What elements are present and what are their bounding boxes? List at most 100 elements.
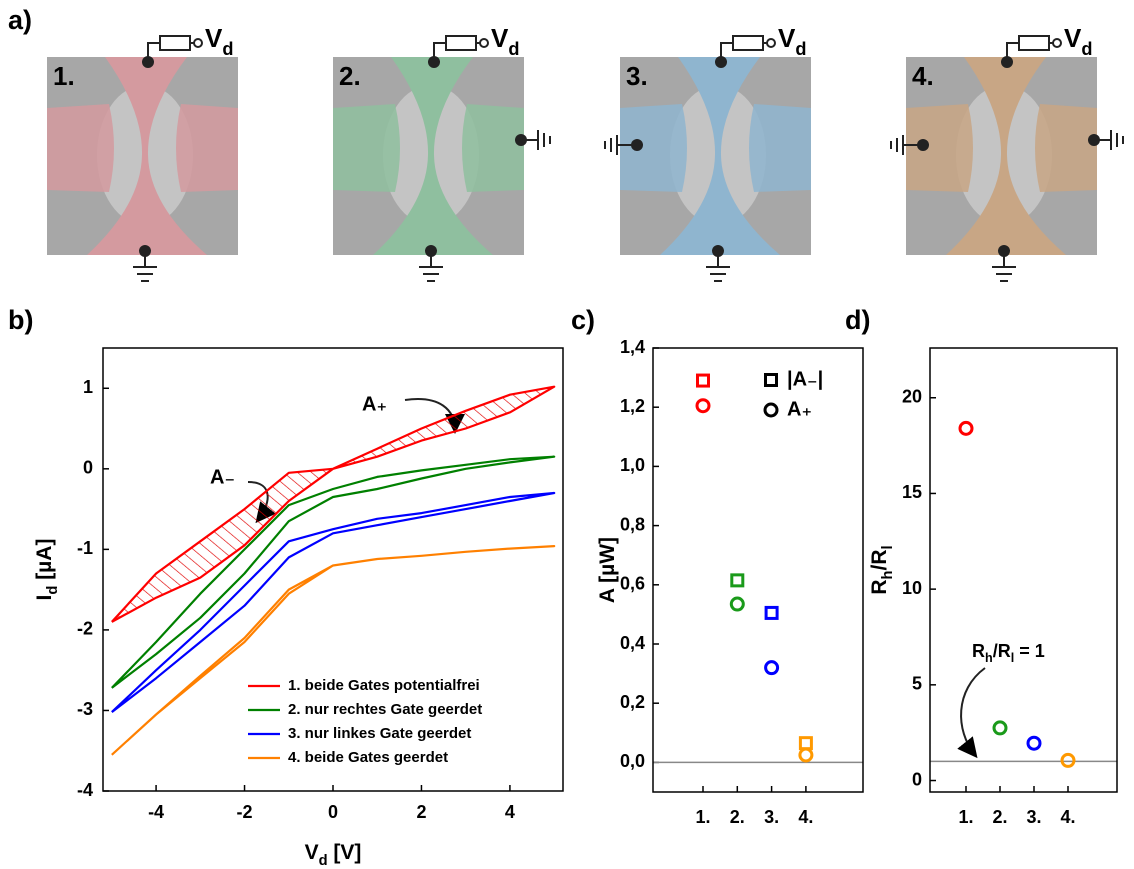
x-tick-label: 2 — [416, 802, 426, 822]
device: 4. Vd — [890, 23, 1124, 282]
x-tick-label: 2. — [992, 807, 1007, 827]
label-subscript: h — [985, 651, 993, 665]
x-axis-label: Vd [V] — [305, 841, 362, 869]
gate-left — [906, 104, 973, 192]
channel — [660, 57, 780, 255]
y-axis-label: Rh/Rl — [868, 545, 896, 594]
x-tick-label: 1. — [695, 807, 710, 827]
plot-frame — [652, 347, 864, 793]
legend-label: 1. beide Gates potentialfrei — [288, 677, 480, 694]
y-tick-label: -3 — [77, 699, 93, 719]
label-part: I — [33, 595, 56, 601]
label-part: V — [778, 23, 796, 53]
terminal-label: Vd — [1064, 23, 1092, 59]
terminal — [1052, 38, 1062, 48]
marker — [729, 596, 745, 612]
channel — [373, 57, 493, 255]
y-axis-label: Id [µA] — [33, 539, 61, 601]
y-tick-label: 15 — [902, 482, 922, 502]
gate-right — [462, 104, 524, 192]
y-tick-label: -1 — [77, 538, 93, 558]
label-subscript: d — [319, 853, 328, 869]
label-part: [V] — [328, 841, 362, 864]
series-line — [111, 491, 556, 713]
wire — [147, 42, 160, 62]
gate-right — [1035, 104, 1097, 192]
y-tick-label: 0,8 — [620, 514, 645, 534]
label-subscript: d — [45, 586, 61, 595]
y-tick-label: 0 — [912, 769, 922, 789]
label-part: R — [972, 641, 985, 661]
label-part: R — [868, 579, 891, 594]
marker — [764, 660, 780, 676]
terminal-label: Vd — [491, 23, 519, 59]
panel-label: c) — [571, 305, 595, 335]
label-part: V — [205, 23, 223, 53]
legend-label: 3. nur linkes Gate geerdet — [288, 725, 471, 742]
annotation: A₊ — [362, 393, 387, 415]
marker — [798, 736, 813, 751]
marker — [798, 747, 814, 763]
device: 2. Vd — [333, 23, 551, 282]
label-subscript: h — [880, 570, 896, 579]
legend-swatch — [763, 402, 779, 418]
wire — [1006, 42, 1019, 62]
device: 3. Vd — [604, 23, 811, 282]
terminal — [766, 38, 776, 48]
marker — [696, 373, 710, 388]
label-subscript: l — [880, 545, 896, 549]
channel — [87, 57, 207, 255]
label-subscript: d — [222, 39, 233, 59]
marker — [764, 605, 779, 620]
legend-label: A₊ — [787, 398, 812, 420]
y-tick-label: 1 — [83, 377, 93, 397]
device-label: 4. — [912, 61, 934, 91]
y-tick-label: 10 — [902, 578, 922, 598]
y-tick-label: 20 — [902, 387, 922, 407]
wire — [433, 42, 446, 62]
resistor — [159, 35, 191, 51]
label-part: /R — [993, 641, 1011, 661]
y-tick-label: 1,0 — [620, 455, 645, 475]
channel — [946, 57, 1066, 255]
marker — [1060, 752, 1076, 768]
y-tick-label: 0,4 — [620, 633, 645, 653]
marker — [730, 573, 745, 588]
x-tick-label: -4 — [148, 802, 164, 822]
annotation: Rh/Rl = 1 — [972, 641, 1045, 666]
y-tick-label: 0,6 — [620, 574, 645, 594]
plot-frame — [102, 347, 564, 792]
series-line — [111, 455, 556, 689]
y-tick-label: 1,4 — [620, 337, 645, 357]
resistor — [732, 35, 764, 51]
label-part: V — [491, 23, 509, 53]
marker — [992, 720, 1008, 736]
label-part: V — [1064, 23, 1082, 53]
annotation-arrow — [957, 667, 986, 759]
legend-swatch — [764, 373, 778, 387]
y-tick-label: 1,2 — [620, 396, 645, 416]
legend-label: 2. nur rechtes Gate geerdet — [288, 701, 482, 718]
marker — [958, 420, 974, 436]
label-part: A [µW] — [596, 537, 619, 603]
terminal — [479, 38, 489, 48]
label-part: V — [305, 841, 319, 864]
label-subscript: d — [508, 39, 519, 59]
x-tick-label: 4. — [1060, 807, 1075, 827]
y-axis-label: A [µW] — [596, 537, 619, 603]
y-tick-label: 0,0 — [620, 751, 645, 771]
terminal-label: Vd — [778, 23, 806, 59]
marker — [1026, 735, 1042, 751]
resistor — [1018, 35, 1050, 51]
y-tick-label: -2 — [77, 619, 93, 639]
terminal — [193, 38, 203, 48]
x-tick-label: 2. — [730, 807, 745, 827]
x-tick-label: 3. — [764, 807, 779, 827]
x-tick-label: -2 — [237, 802, 253, 822]
marker — [695, 398, 711, 414]
series-line — [111, 545, 556, 756]
x-tick-label: 4 — [505, 802, 515, 822]
device-label: 1. — [53, 61, 75, 91]
series-line — [110, 385, 556, 623]
x-tick-label: 4. — [798, 807, 813, 827]
